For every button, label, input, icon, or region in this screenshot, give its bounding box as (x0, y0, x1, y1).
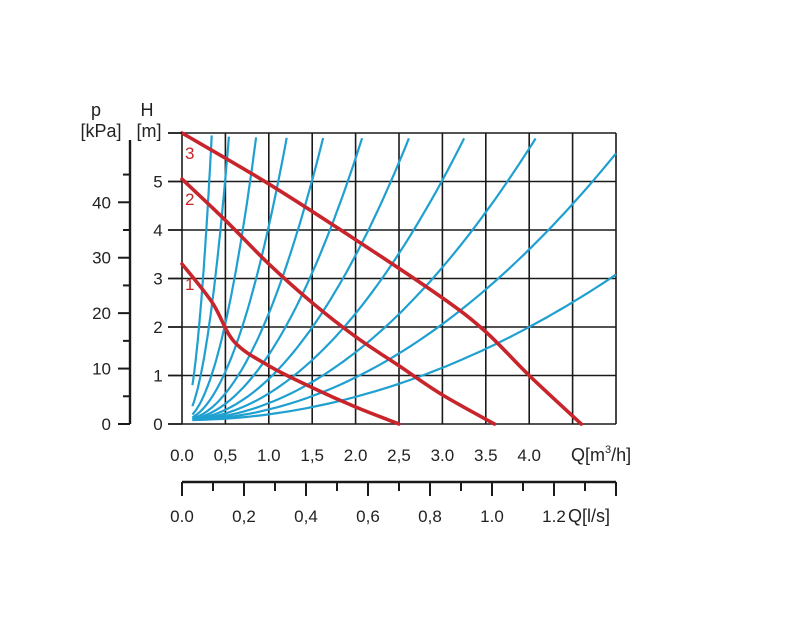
flow-ls-tick-label: 0,8 (418, 507, 442, 526)
flow-ls-axis-title: Q[l/s] (568, 506, 610, 526)
flow-m3h-title-suffix: /h] (611, 445, 631, 465)
pressure-tick-label: 0 (102, 415, 111, 434)
flow-ls-tick-label: 0.0 (170, 507, 194, 526)
pump-curve-3 (180, 131, 584, 426)
flow-m3h-tick-label: 4.0 (517, 446, 541, 465)
pressure-tick-label: 10 (92, 360, 111, 379)
pump-curve-2 (180, 177, 497, 426)
pressure-axis-title-line2: [kPa] (80, 121, 121, 141)
flow-ls-tick-label: 0,4 (294, 507, 318, 526)
flow-m3h-title-prefix: Q[m (571, 445, 605, 465)
flow-m3h-tick-label: 3.5 (474, 446, 498, 465)
head-axis-title-line1: H (141, 100, 154, 120)
system-curve (192, 137, 325, 420)
flow-m3h-tick-label: 2,5 (387, 446, 411, 465)
flow-ls-tick-label: 0,6 (356, 507, 380, 526)
flow-m3h-tick-label: 0.0 (170, 446, 194, 465)
pump-curve-label-3: 3 (185, 144, 194, 163)
flow-ls-tick-label: 1.0 (480, 507, 504, 526)
grid (181, 132, 617, 425)
head-tick-label: 1 (153, 367, 162, 386)
system-curve (192, 137, 410, 421)
head-tick-label: 2 (153, 318, 162, 337)
pressure-tick-label: 40 (92, 193, 111, 212)
pump-curves (180, 131, 584, 426)
axes (118, 132, 617, 496)
flow-m3h-tick-label: 2.0 (344, 446, 368, 465)
head-tick-label: 4 (153, 221, 162, 240)
system-curve (191, 136, 230, 407)
system-curve (191, 137, 288, 419)
flow-m3h-tick-label: 3.0 (431, 446, 455, 465)
flow-m3h-tick-label: 1.0 (257, 446, 281, 465)
flow-m3h-tick-label: 0,5 (214, 446, 238, 465)
flow-ls-tick-label: 0,2 (232, 507, 256, 526)
pressure-tick-label: 30 (92, 249, 111, 268)
flow-m3h-axis-title: Q[m3/h] (571, 444, 631, 465)
system-curve (192, 273, 617, 422)
system-curves (191, 135, 617, 422)
flow-m3h-title-sup: 3 (605, 444, 611, 456)
head-axis-title-line2: [m] (137, 121, 162, 141)
head-tick-label: 3 (153, 270, 162, 289)
head-tick-label: 0 (153, 415, 162, 434)
pressure-tick-label: 20 (92, 304, 111, 323)
system-curve (192, 137, 537, 421)
system-curve (191, 135, 213, 386)
system-curve (192, 137, 466, 421)
system-curve (192, 137, 364, 421)
pump-curve-label-1: 1 (185, 275, 194, 294)
pump-curve-1 (180, 262, 401, 426)
head-tick-label: 5 (153, 173, 162, 192)
flow-ls-tick-label: 1.2 (542, 507, 566, 526)
system-curve (192, 152, 617, 422)
pressure-axis-title-line1: p (91, 100, 101, 120)
pump-curve-label-2: 2 (185, 190, 194, 209)
flow-m3h-tick-label: 1,5 (300, 446, 324, 465)
